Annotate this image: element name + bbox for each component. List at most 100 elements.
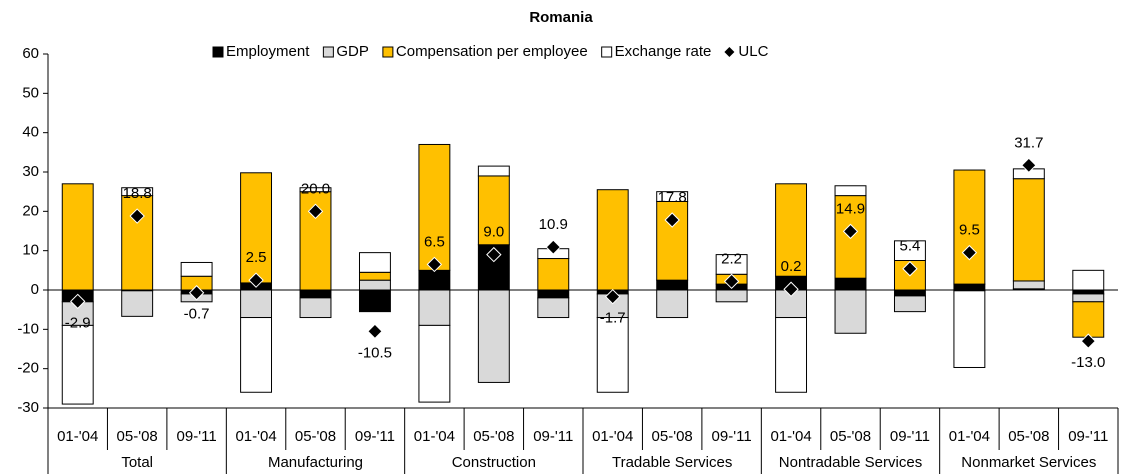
bar-segment [121, 187, 154, 197]
x-tick-label: 01-'04 [949, 428, 990, 445]
ulc-marker [129, 208, 145, 224]
x-tick-label: 05-'08 [652, 428, 693, 445]
ulc-marker [664, 212, 680, 228]
bar-segment [477, 165, 510, 177]
ulc-marker [486, 246, 502, 263]
data-label: -2.9 [65, 314, 91, 331]
x-tick-label: 01-'04 [770, 428, 811, 445]
bar-segment [893, 289, 926, 297]
legend-label: ULC [738, 43, 768, 60]
data-label: 10.9 [539, 216, 568, 233]
bar-segment [1012, 280, 1045, 290]
x-tick-label: 09-'11 [355, 428, 395, 445]
y-tick-label: -30 [17, 399, 39, 416]
bar-segment [953, 283, 986, 291]
bar-segment [418, 269, 451, 291]
bar-segment [1072, 301, 1105, 338]
ulc-marker [605, 288, 621, 305]
legend-label: Compensation per employee [396, 43, 588, 60]
x-tick-label: 05-'08 [830, 428, 871, 445]
ulc-marker [961, 244, 978, 261]
bar-segment [61, 183, 94, 291]
y-tick-label: 20 [22, 202, 39, 219]
bar-segment [418, 324, 451, 403]
bar-segment [715, 289, 748, 303]
ulc-marker [723, 273, 740, 290]
legend-label: GDP [336, 43, 369, 60]
data-label: -1.7 [600, 310, 626, 327]
legend-swatch [724, 47, 735, 57]
ulc-marker [367, 323, 383, 340]
bar-segment [240, 172, 273, 284]
data-label: 18.8 [123, 185, 152, 202]
legend-swatch [322, 46, 334, 58]
data-label: -13.0 [1071, 354, 1105, 371]
bar-segment [1072, 269, 1105, 291]
y-tick-label: 50 [22, 84, 39, 101]
legend-label: Exchange rate [615, 43, 712, 60]
ulc-marker [188, 285, 205, 301]
bar-segment [240, 317, 273, 393]
data-label: -10.5 [358, 344, 392, 361]
x-tick-label: 01-'04 [592, 428, 633, 445]
bar-segment [893, 295, 926, 313]
bar-segment [537, 289, 570, 299]
group-label: Tradable Services [612, 454, 732, 471]
bar-segment [61, 324, 94, 405]
bar-segment [596, 317, 629, 393]
data-label: 2.2 [721, 250, 742, 267]
bar-segment [537, 258, 570, 291]
chart-title: Romania [529, 9, 593, 26]
bar-segment [358, 279, 391, 291]
data-label: 17.8 [658, 189, 687, 206]
bar-segment [299, 289, 332, 299]
bar-segment [240, 289, 273, 319]
legend-swatch [601, 46, 613, 58]
bar-segment [477, 289, 510, 383]
data-label: 31.7 [1014, 134, 1043, 151]
y-tick-label: -20 [17, 360, 39, 377]
bar-segment [953, 290, 986, 368]
ulc-marker [902, 261, 918, 277]
y-tick-label: 60 [22, 45, 39, 62]
x-tick-label: 09-'11 [533, 428, 573, 445]
x-tick-label: 01-'04 [414, 428, 455, 445]
ulc-marker [426, 256, 443, 273]
group-label: Nontradable Services [779, 454, 922, 471]
data-label: 2.5 [246, 249, 267, 266]
y-tick-label: 40 [22, 124, 39, 141]
bar-segment [834, 277, 867, 291]
bar-segment [596, 189, 629, 291]
data-label: 9.0 [483, 224, 504, 241]
x-tick-label: 01-'04 [235, 428, 276, 445]
data-label: 6.5 [424, 233, 445, 250]
data-label: 14.9 [836, 200, 865, 217]
x-tick-label: 05-'08 [117, 428, 158, 445]
x-tick-label: 09-'11 [712, 428, 752, 445]
bar-segment [656, 191, 689, 203]
ulc-marker [248, 272, 264, 288]
bar-segment [537, 297, 570, 319]
bar-segment [358, 252, 391, 273]
bar-segment [656, 279, 689, 291]
bar-segment [1012, 178, 1045, 282]
bar-segment [775, 183, 808, 277]
ulc-marker [545, 239, 561, 255]
bar-segment [358, 271, 391, 281]
group-label: Construction [452, 454, 536, 471]
x-tick-label: 09-'11 [890, 428, 930, 445]
bar-segment [180, 261, 213, 277]
ulc-marker [1021, 157, 1037, 174]
data-label: -0.7 [184, 306, 210, 323]
bar-segment [299, 187, 332, 193]
bar-segment [953, 169, 986, 285]
ulc-marker [842, 223, 859, 240]
x-tick-label: 05-'08 [1008, 428, 1049, 445]
group-label: Manufacturing [268, 454, 363, 471]
ulc-marker [70, 293, 86, 310]
x-tick-label: 09-'11 [177, 428, 217, 445]
bar-segment [418, 289, 451, 326]
y-tick-label: 30 [22, 163, 39, 180]
